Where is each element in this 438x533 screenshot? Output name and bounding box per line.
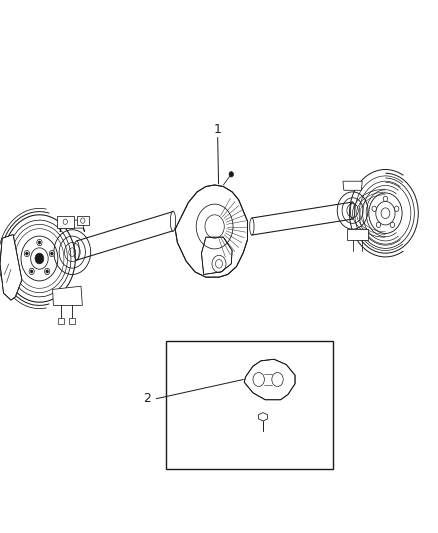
Polygon shape (0, 235, 22, 300)
Polygon shape (201, 237, 232, 274)
Bar (77, 216, 89, 225)
Circle shape (381, 208, 390, 219)
Text: 1: 1 (214, 123, 222, 136)
Circle shape (383, 196, 388, 201)
Bar (69, 318, 75, 324)
Polygon shape (347, 229, 368, 240)
Polygon shape (343, 181, 362, 190)
Circle shape (35, 253, 44, 264)
Circle shape (37, 239, 42, 246)
Circle shape (30, 270, 33, 273)
Polygon shape (175, 185, 247, 277)
Text: 2: 2 (143, 392, 151, 405)
Bar (58, 318, 64, 324)
Circle shape (24, 251, 29, 257)
Circle shape (51, 252, 53, 255)
Circle shape (372, 206, 376, 212)
Circle shape (390, 222, 395, 228)
Polygon shape (244, 359, 295, 400)
Polygon shape (53, 286, 82, 305)
Polygon shape (60, 220, 85, 232)
Bar (166, 341, 333, 469)
Circle shape (49, 251, 55, 257)
Circle shape (45, 268, 50, 274)
Circle shape (29, 268, 34, 274)
Circle shape (229, 172, 233, 177)
Circle shape (395, 206, 399, 212)
Polygon shape (258, 413, 268, 421)
Circle shape (38, 241, 41, 244)
Circle shape (46, 270, 49, 273)
Circle shape (376, 222, 381, 228)
Circle shape (25, 252, 28, 255)
Bar (57, 216, 74, 228)
